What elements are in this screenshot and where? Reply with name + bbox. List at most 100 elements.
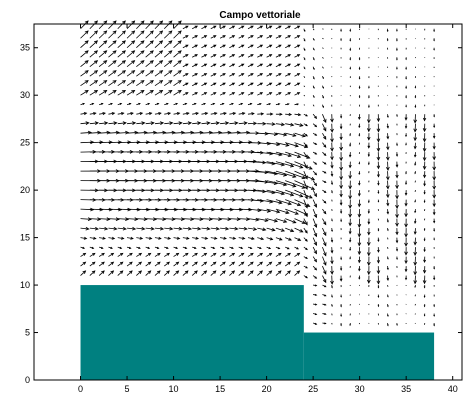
vector-arrow	[146, 31, 154, 38]
vector-arrow-head	[406, 106, 407, 107]
x-tick-label: 10	[169, 384, 179, 394]
vector-arrow-head	[406, 78, 407, 79]
vector-arrow-head	[434, 116, 435, 117]
vector-arrow-head	[415, 286, 416, 287]
vector-arrow	[136, 41, 144, 48]
vector-arrow	[108, 41, 116, 48]
obstacle-layer	[81, 285, 435, 380]
vector-arrow-head	[415, 87, 416, 88]
vector-arrow	[99, 51, 107, 57]
y-tick-label: 15	[20, 233, 30, 243]
vector-arrow-head	[406, 87, 407, 88]
vector-arrow-head	[378, 201, 379, 202]
vector-arrow-head	[350, 134, 351, 135]
vector-arrow	[174, 31, 182, 38]
vector-arrow	[90, 51, 98, 57]
vector-arrow	[322, 48, 323, 49]
vector-arrow-head	[350, 258, 351, 259]
vector-arrow-head	[424, 305, 425, 306]
vector-arrow-head	[406, 58, 407, 59]
vector-arrow-head	[350, 324, 351, 325]
vector-arrow-head	[396, 49, 397, 50]
vector-arrow	[127, 31, 135, 38]
x-tick-label: 40	[448, 384, 458, 394]
vector-arrow	[127, 21, 135, 29]
vector-arrow-head	[397, 115, 398, 116]
vector-arrow-head	[378, 296, 379, 297]
vector-arrow-head	[350, 49, 351, 50]
vector-arrow	[322, 38, 323, 39]
vector-arrow	[81, 31, 89, 38]
vector-arrow-head	[406, 173, 407, 174]
x-tick-label: 0	[78, 384, 83, 394]
vector-arrow-head	[387, 305, 388, 306]
vector-arrow	[304, 95, 305, 96]
vector-arrow	[136, 21, 144, 29]
x-tick-label: 15	[215, 384, 225, 394]
vector-arrow-head	[359, 87, 360, 88]
vector-arrow	[322, 57, 323, 58]
vector-arrow	[155, 51, 163, 57]
vector-arrow	[164, 51, 172, 57]
vector-arrow	[313, 29, 314, 30]
y-tick-label: 5	[25, 328, 30, 338]
vector-arrow	[285, 200, 300, 206]
vector-arrow-head	[434, 315, 435, 316]
vector-arrow-head	[406, 68, 407, 69]
vector-arrow-head	[350, 68, 351, 69]
vector-arrow-head	[341, 324, 342, 325]
vector-arrow-head	[350, 40, 351, 41]
vector-arrow-head	[341, 296, 342, 297]
vector-arrow-head	[434, 49, 435, 50]
vector-arrow	[164, 41, 172, 48]
x-tick-label: 30	[355, 384, 365, 394]
vector-arrow-head	[434, 40, 435, 41]
x-tick-label: 20	[262, 384, 272, 394]
vector-arrow-head	[406, 144, 407, 145]
vector-arrow-head	[378, 305, 379, 306]
vector-arrow	[174, 51, 182, 57]
vector-arrow	[304, 76, 305, 78]
vector-arrow-head	[350, 30, 351, 31]
vector-arrow	[164, 31, 172, 38]
vector-arrow	[99, 41, 107, 48]
x-tick-label: 5	[125, 384, 130, 394]
vector-arrow	[146, 51, 154, 57]
vector-arrow	[146, 41, 154, 48]
vector-arrow	[118, 31, 126, 38]
vector-arrow	[322, 29, 323, 30]
vector-arrow-head	[434, 30, 435, 31]
vector-arrow-head	[387, 40, 388, 41]
vector-arrow-head	[359, 68, 360, 69]
vector-arrow	[155, 21, 163, 29]
vector-arrow	[99, 21, 107, 29]
vector-arrow	[108, 31, 116, 38]
obstacle-1	[81, 285, 304, 380]
y-tick-label: 20	[20, 185, 30, 195]
vector-arrow-head	[387, 258, 388, 259]
vector-arrow	[90, 31, 98, 38]
vector-arrow-head	[359, 78, 360, 79]
vector-arrow	[322, 67, 323, 69]
vector-arrow	[146, 21, 154, 29]
vector-arrow	[81, 41, 89, 48]
vector-arrow-head	[434, 305, 435, 306]
vector-arrow-head	[415, 172, 416, 173]
x-tick-label: 35	[401, 384, 411, 394]
y-tick-label: 0	[25, 375, 30, 385]
vector-arrow	[90, 21, 98, 29]
vector-arrow-head	[359, 163, 360, 164]
vector-arrow-head	[396, 258, 397, 259]
vector-arrow	[99, 31, 107, 38]
vector-arrow	[108, 51, 116, 57]
y-tick-label: 35	[20, 43, 30, 53]
vector-arrow-head	[396, 68, 397, 69]
vector-arrow-head	[424, 287, 425, 288]
vector-arrow	[174, 21, 182, 29]
vector-arrow-head	[350, 59, 351, 60]
vector-arrow-head	[368, 87, 369, 88]
vector-arrow-head	[387, 229, 388, 230]
vector-arrow-head	[415, 201, 416, 202]
